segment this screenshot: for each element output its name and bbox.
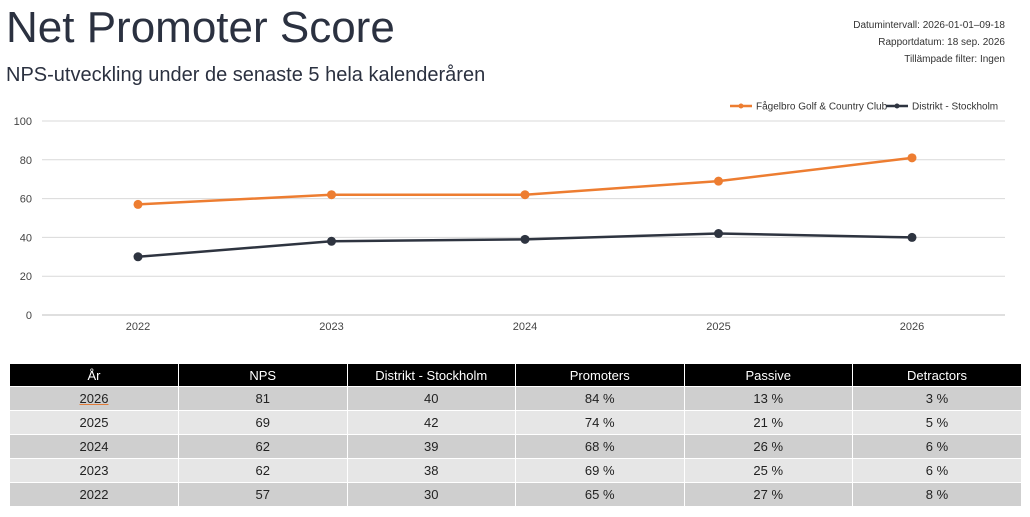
cell-detractors: 3 % <box>852 386 1021 411</box>
report-meta: Datumintervall: 2026-01-01–09-18 Rapport… <box>853 17 1005 68</box>
cell-detractors: 5 % <box>852 410 1021 435</box>
cell-nps: 81 <box>178 386 348 411</box>
cell-promoters: 69 % <box>515 458 685 483</box>
page-subtitle: NPS-utveckling under de senaste 5 hela k… <box>6 64 486 86</box>
header-nps: NPS <box>178 364 348 387</box>
data-point <box>907 153 917 163</box>
table-row: 2026 81 40 84 % 13 % 3 % <box>10 386 1021 411</box>
x-tick-label: 2022 <box>126 321 150 333</box>
cell-nps: 69 <box>178 410 348 435</box>
legend-label: Distrikt - Stockholm <box>912 102 998 113</box>
cell-promoters: 65 % <box>515 482 685 506</box>
legend-label: Fågelbro Golf & Country Club <box>756 101 888 113</box>
data-point <box>520 190 530 200</box>
cell-year: 2026 <box>10 386 179 411</box>
cell-passive: 26 % <box>684 434 853 459</box>
header-detractors: Detractors <box>852 364 1021 387</box>
header-passive: Passive <box>684 364 853 387</box>
y-tick-label: 80 <box>20 155 32 167</box>
cell-nps: 62 <box>178 434 348 459</box>
y-tick-label: 20 <box>20 271 32 283</box>
cell-year: 2022 <box>10 482 179 506</box>
data-point <box>133 252 143 262</box>
cell-district: 40 <box>347 386 516 411</box>
nps-table: År NPS Distrikt - Stockholm Promoters Pa… <box>10 364 1021 506</box>
header-promoters: Promoters <box>515 364 685 387</box>
cell-nps: 57 <box>178 482 348 506</box>
header-district: Distrikt - Stockholm <box>347 364 516 387</box>
cell-district: 42 <box>347 410 516 435</box>
nps-line-chart: 0 20 40 60 80 100 2022 2023 2024 2025 2026 Fågelbro… <box>14 101 1005 333</box>
x-tick-label: 2026 <box>900 321 924 333</box>
cell-year: 2025 <box>10 410 179 435</box>
cell-passive: 21 % <box>684 410 853 435</box>
data-point <box>907 232 917 242</box>
y-tick-label: 100 <box>14 116 32 128</box>
cell-district: 30 <box>347 482 516 506</box>
cell-district: 38 <box>347 458 516 483</box>
cell-promoters: 68 % <box>515 434 685 459</box>
legend-marker <box>738 103 744 109</box>
data-point <box>714 176 723 186</box>
table-row: 2023 62 38 69 % 25 % 6 % <box>10 458 1021 483</box>
y-tick-label: 60 <box>20 194 32 206</box>
data-point <box>520 234 530 244</box>
report-date-text: Rapportdatum: 18 sep. 2026 <box>878 37 1005 48</box>
header-year: År <box>10 364 179 387</box>
legend-marker <box>894 103 900 109</box>
cell-promoters: 74 % <box>515 410 685 435</box>
cell-detractors: 6 % <box>852 458 1021 483</box>
cell-passive: 27 % <box>684 482 853 506</box>
table-row: 2022 57 30 65 % 27 % 8 % <box>10 482 1021 506</box>
data-point <box>714 229 723 239</box>
applied-filters-text: Tillämpade filter: Ingen <box>904 54 1005 65</box>
page-title: Net Promoter Score <box>6 3 395 52</box>
cell-nps: 62 <box>178 458 348 483</box>
table-header-row: År NPS Distrikt - Stockholm Promoters Pa… <box>10 364 1021 387</box>
x-tick-label: 2025 <box>706 321 730 333</box>
cell-detractors: 8 % <box>852 482 1021 506</box>
cell-year: 2024 <box>10 434 179 459</box>
x-tick-label: 2024 <box>513 321 537 333</box>
cell-passive: 13 % <box>684 386 853 411</box>
cell-detractors: 6 % <box>852 434 1021 459</box>
table-row: 2025 69 42 74 % 21 % 5 % <box>10 410 1021 435</box>
y-tick-label: 0 <box>26 310 32 322</box>
x-tick-label: 2023 <box>319 321 343 333</box>
cell-year: 2023 <box>10 458 179 483</box>
date-range-text: Datumintervall: 2026-01-01–09-18 <box>853 20 1005 31</box>
data-point <box>327 190 336 200</box>
data-point <box>133 199 143 209</box>
cell-promoters: 84 % <box>515 386 685 411</box>
cell-passive: 25 % <box>684 458 853 483</box>
table-row: 2024 62 39 68 % 26 % 6 % <box>10 434 1021 459</box>
data-point <box>327 236 336 246</box>
y-tick-label: 40 <box>20 232 32 244</box>
cell-district: 39 <box>347 434 516 459</box>
